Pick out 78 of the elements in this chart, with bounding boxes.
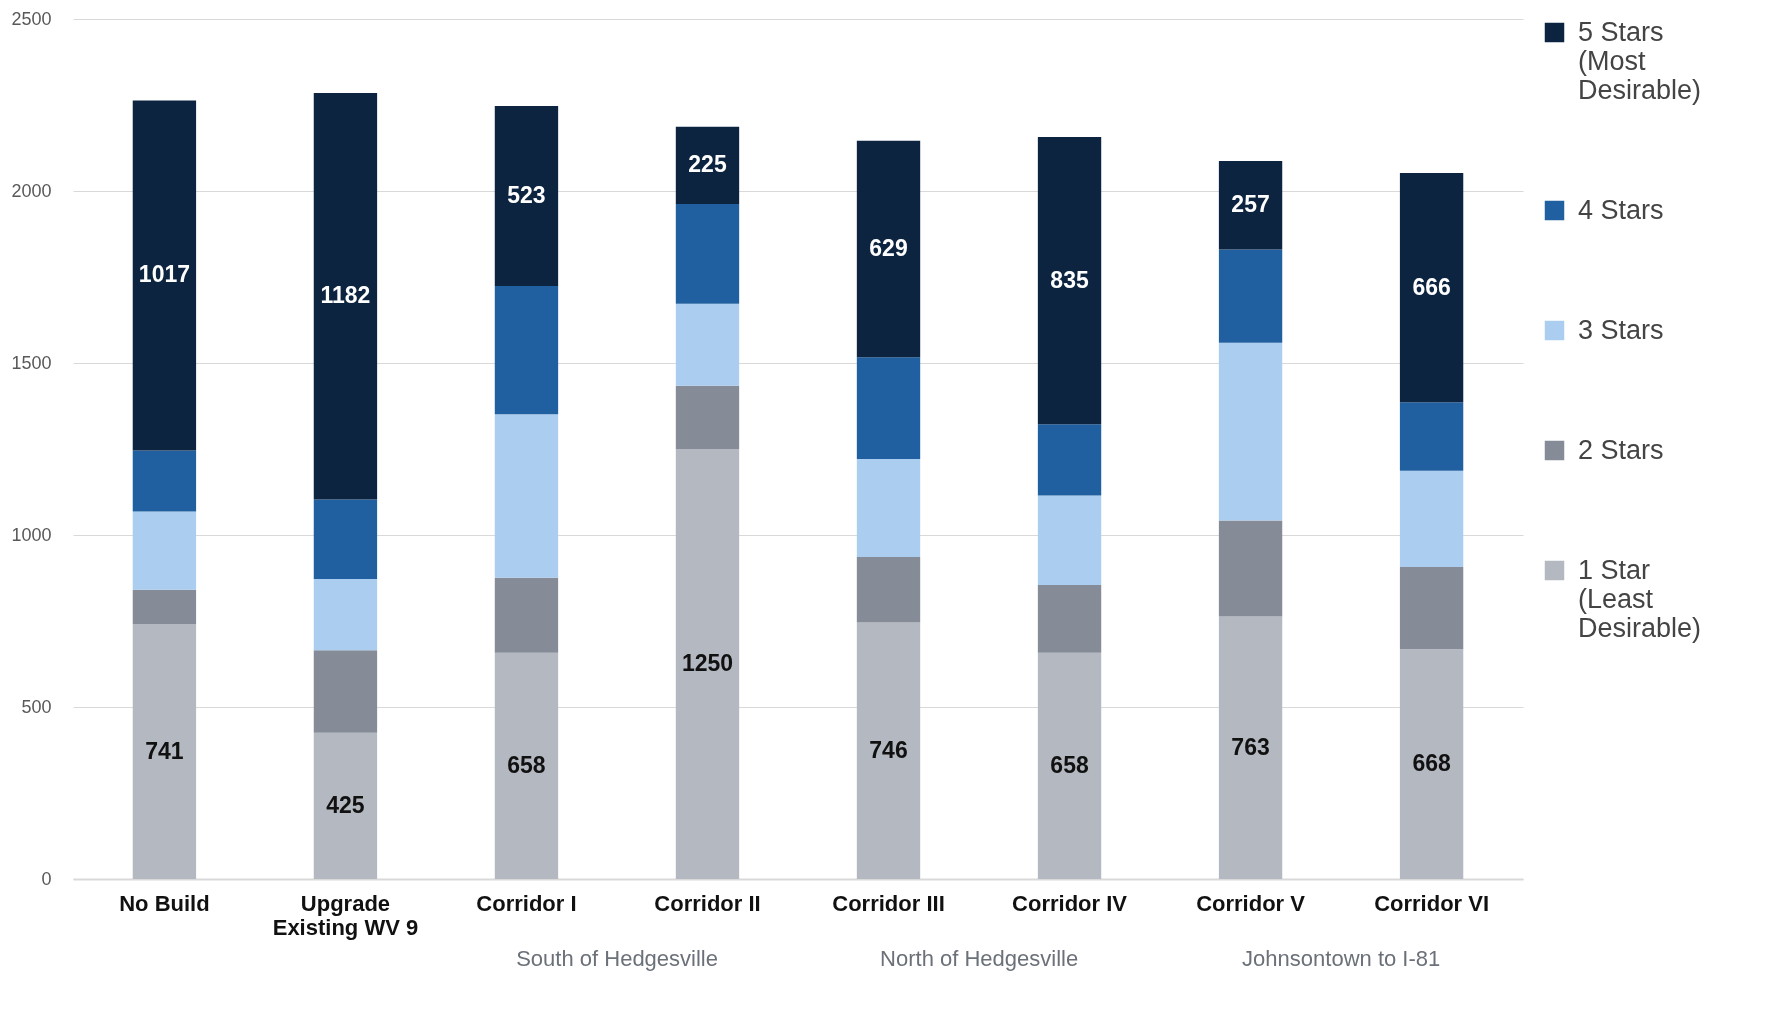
bar: [1399, 173, 1464, 403]
text: North of Hedgesville: [880, 946, 1079, 971]
bar: [1218, 161, 1283, 250]
data-label: 225: [688, 151, 727, 178]
data-label: 523: [507, 181, 546, 208]
data-label: 1017: [138, 261, 190, 288]
bar: [313, 92, 378, 500]
bar: [1037, 424, 1102, 496]
legend-label: 3 Stars: [1578, 314, 1664, 345]
data-label: 1250: [681, 650, 734, 676]
y-tick-label: 0: [41, 868, 52, 889]
bar: [494, 652, 559, 879]
bar: [494, 106, 559, 286]
data-label: 835: [1050, 266, 1089, 293]
x-tick-label: Corridor II: [654, 890, 761, 916]
bar: [1399, 470, 1464, 567]
bar: [313, 499, 378, 580]
text: Johnsontown to I-81: [1242, 946, 1441, 971]
data-label: 666: [1412, 273, 1451, 300]
y-tick-label: 2500: [11, 8, 52, 29]
y-tick-label: 1000: [11, 524, 52, 545]
bar: [675, 303, 740, 386]
bar: [1037, 652, 1102, 879]
bar: [1399, 402, 1464, 471]
bar: [1399, 649, 1464, 879]
bar: [856, 357, 921, 459]
y-tick-label: 2000: [11, 180, 52, 201]
bar: [132, 589, 197, 625]
bar: [494, 285, 559, 415]
x-tick-label: Corridor I: [476, 890, 577, 916]
x-tick-label: Corridor VI: [1374, 890, 1490, 916]
legend-label: 1 Star (Least Desirable): [1578, 554, 1702, 643]
data-label: 1182: [320, 282, 371, 309]
bar: [856, 458, 921, 558]
bar: [675, 126, 740, 205]
bar: [856, 622, 921, 879]
bar: [1218, 616, 1283, 879]
bar: [1399, 566, 1464, 650]
data-label: 629: [869, 234, 908, 261]
bar: [675, 385, 740, 449]
x-tick-label: Corridor III: [832, 890, 945, 916]
bar: [1218, 249, 1283, 343]
bar: [675, 449, 740, 879]
data-label: 425: [326, 791, 365, 818]
bar: [132, 100, 197, 451]
bar: [1218, 520, 1283, 617]
bar: [1037, 584, 1102, 653]
bar: [132, 511, 197, 590]
legend-label: 5 Stars (Most Desirable): [1578, 16, 1702, 105]
bar: [1037, 495, 1102, 585]
bar: [313, 579, 378, 651]
x-tick-label: Corridor V: [1196, 890, 1306, 916]
bar: [313, 732, 378, 879]
data-label: 257: [1231, 191, 1270, 218]
legend-label: 2 Stars: [1578, 434, 1664, 465]
x-tick-label: Corridor IV: [1012, 890, 1128, 916]
bar: [132, 450, 197, 512]
bar: [675, 204, 740, 304]
x-tick-label: Upgrade Existing WV 9: [272, 890, 419, 940]
y-tick-label: 1500: [11, 352, 52, 373]
data-label: 763: [1231, 733, 1270, 760]
bar: [856, 140, 921, 358]
data-label: 658: [1050, 751, 1089, 778]
data-label: 668: [1412, 750, 1451, 777]
data-label: 658: [507, 751, 546, 778]
bar: [494, 577, 559, 653]
bar: [494, 414, 559, 578]
data-label: 746: [869, 736, 908, 763]
bar: [1218, 342, 1283, 521]
x-tick-label: No Build: [119, 890, 210, 916]
bar: [856, 557, 921, 623]
bar: [313, 650, 378, 733]
bar: [132, 624, 197, 879]
text: South of Hedgesville: [516, 946, 718, 971]
y-tick-label: 500: [21, 696, 52, 717]
data-label: 741: [145, 737, 184, 764]
bar: [1037, 136, 1102, 425]
legend-label: 4 Stars: [1578, 194, 1664, 225]
